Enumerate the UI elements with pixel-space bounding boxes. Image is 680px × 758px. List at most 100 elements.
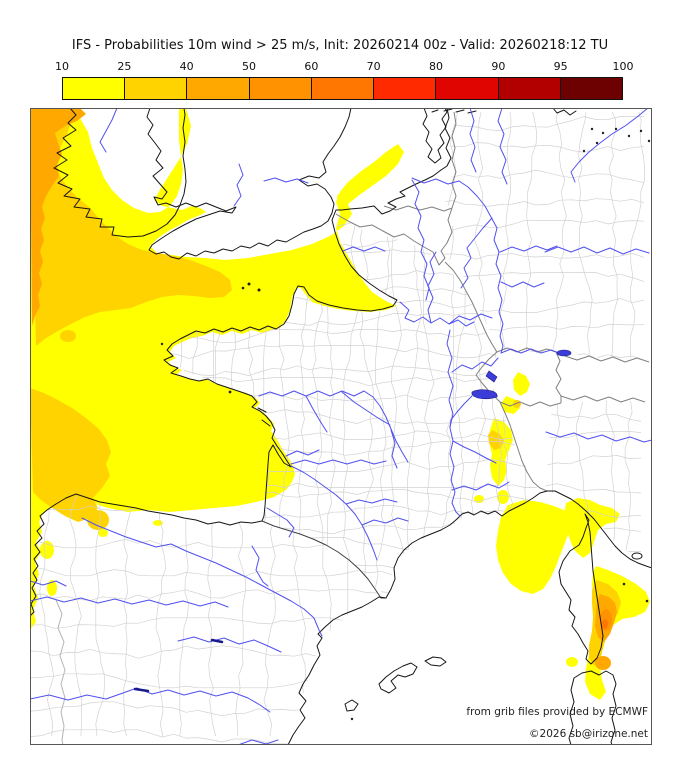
river-durance: [451, 481, 510, 491]
probability-area-60-70: [602, 619, 608, 629]
border-switzerland-austria: [555, 351, 562, 403]
tuscan-islet: [645, 599, 649, 603]
coastline-netherlands-ijsselmeer: [422, 108, 448, 164]
river-guadiana: [177, 636, 282, 653]
attribution-copyright: ©2026 sb@irizone.net: [529, 728, 648, 740]
river-lot: [345, 498, 398, 505]
river-segre: [251, 545, 269, 587]
atlantic-islands: [160, 342, 271, 427]
river-severn: [233, 163, 244, 207]
river-rhone: [449, 395, 473, 517]
river-marne: [448, 313, 493, 325]
frisian-islands: [431, 108, 477, 114]
border-germany-austria: [564, 355, 650, 363]
coastline-britain: [146, 108, 352, 260]
islet-formentera: [350, 717, 354, 721]
river-moselle: [460, 217, 493, 289]
island-corsica: [558, 513, 604, 665]
river-danube: [544, 246, 650, 255]
border-austria-italy: [560, 395, 646, 403]
border-spain-france-pyrenees: [261, 520, 386, 599]
border-switzerland-germany: [496, 347, 557, 353]
colorbar-segment-10-25: [63, 78, 125, 99]
river-thames: [263, 177, 309, 184]
reservoir-tajo: [133, 687, 150, 693]
colorbar-segment-40-50: [186, 78, 249, 99]
island-elba: [631, 552, 643, 560]
colorbar-tick-label: 25: [117, 60, 132, 73]
coastline-baltic-fragment: [552, 108, 577, 116]
river-somme: [342, 246, 386, 252]
colorbar-tick-label: 60: [304, 60, 319, 73]
colorbar-segment-95-100: [559, 78, 622, 99]
island-sardinia: [568, 670, 617, 745]
colorbar-tick-label: 10: [55, 60, 69, 73]
border-switzerland-italy: [499, 401, 562, 407]
river-charente: [285, 449, 320, 457]
river-weser: [497, 108, 508, 185]
river-adour: [266, 507, 295, 538]
island-mallorca: [378, 662, 418, 694]
attribution-source: from grib files provided by ECMWF: [466, 706, 648, 718]
colorbar-tick-label: 80: [429, 60, 443, 73]
river-minho: [30, 580, 67, 587]
colorbar-segment-90-95: [497, 78, 560, 99]
river-meuse: [411, 179, 430, 301]
river-elbe: [570, 108, 649, 183]
river-cher: [341, 391, 391, 426]
north-german-lakes: [582, 127, 651, 153]
colorbar-segment-25-40: [124, 78, 187, 99]
lake-geneva: [471, 389, 498, 400]
chart-title: IFS - Probabilities 10m wind > 25 m/s, I…: [71, 38, 609, 53]
river-shannon: [99, 108, 118, 153]
colorbar-tick-label: 50: [242, 60, 256, 73]
colorbar-tick-label: 70: [366, 60, 381, 73]
river-allier: [390, 429, 398, 469]
border-france-italy: [499, 401, 548, 492]
probability-colorbar: [62, 77, 623, 100]
river-tajo: [30, 687, 271, 713]
coastline-mediterranean: [287, 490, 652, 745]
river-saone: [446, 329, 454, 428]
map-frame: [30, 108, 652, 745]
tuscan-islet: [622, 582, 626, 586]
border-france-belgium: [335, 213, 434, 253]
colorbar-segment-70-80: [373, 78, 436, 99]
colorbar-tick-label: 100: [612, 60, 634, 73]
colorbar-tick-label: 90: [491, 60, 506, 73]
coastline-ireland: [53, 108, 187, 238]
border-spain-portugal: [55, 599, 66, 745]
river-jucar: [237, 739, 279, 745]
river-rhine: [411, 177, 560, 354]
region-borders-germany: [440, 112, 645, 358]
border-belgium-netherlands: [383, 205, 453, 212]
coastline-continent-west: [30, 108, 452, 617]
colorbar-tick-label: 95: [553, 60, 568, 73]
coastlines: [30, 108, 652, 745]
colorbar-segment-60-70: [310, 78, 374, 99]
river-isere: [452, 440, 497, 464]
river-doubs: [451, 357, 499, 373]
border-netherlands-germany: [451, 111, 457, 209]
lake-constance: [556, 349, 572, 357]
colorbar-segment-50-60: [248, 78, 311, 99]
colorbar-segment-80-90: [435, 78, 498, 99]
island-menorca: [424, 656, 447, 667]
river-ems: [469, 108, 477, 173]
rivers: [30, 108, 652, 745]
lake-neuchatel: [485, 370, 498, 383]
river-main: [499, 245, 558, 253]
country-borders: [55, 111, 650, 745]
border-belgium-germany: [432, 207, 453, 266]
river-douro: [30, 596, 229, 608]
river-neckar: [500, 281, 545, 288]
river-vienne: [305, 395, 328, 433]
channel-islands: [241, 282, 261, 292]
river-dordogne: [290, 459, 387, 465]
river-ebro: [81, 517, 323, 637]
island-ibiza: [344, 699, 359, 712]
river-tarn: [361, 517, 409, 526]
colorbar-tick-label: 40: [179, 60, 194, 73]
